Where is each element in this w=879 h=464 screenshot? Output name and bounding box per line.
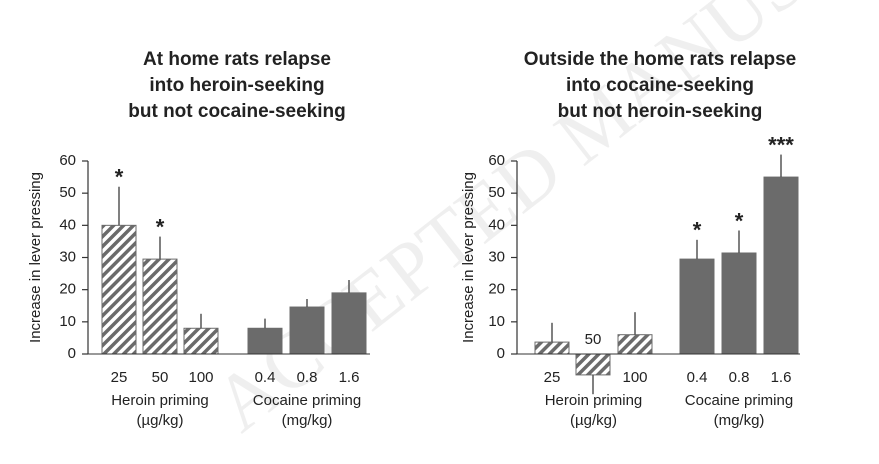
x-tick-label: 1.6: [771, 369, 792, 386]
bar: [679, 258, 715, 355]
y-tick-label: 20: [488, 281, 505, 298]
y-tick-label: 0: [497, 345, 505, 362]
significance-label: *: [735, 208, 744, 233]
significance-label: *: [115, 165, 124, 190]
bar: [331, 292, 367, 355]
y-tick-label: 30: [488, 248, 505, 265]
group-label: (mg/kg): [714, 412, 765, 429]
bar: [101, 224, 137, 355]
bar: [534, 341, 570, 355]
x-tick-label: 100: [188, 369, 213, 386]
significance-label: *: [693, 218, 702, 243]
y-tick-label: 60: [488, 152, 505, 169]
x-tick-label: 1.6: [339, 369, 360, 386]
x-tick-label: 25: [544, 369, 561, 386]
y-tick-label: 0: [68, 345, 76, 362]
chart-title: but not heroin-seeking: [558, 101, 763, 122]
x-tick-label: 0.8: [729, 369, 750, 386]
chart-title: into cocaine-seeking: [566, 75, 754, 96]
group-label: (mg/kg): [282, 412, 333, 429]
y-axis-label: Increase in lever pressing: [460, 172, 477, 343]
group-label: Cocaine priming: [253, 392, 361, 409]
y-tick-label: 50: [488, 184, 505, 201]
bar: [247, 327, 283, 355]
group-label: (µg/kg): [137, 412, 184, 429]
y-tick-label: 10: [488, 313, 505, 330]
bar: [763, 176, 799, 355]
chart-title: into heroin-seeking: [149, 75, 324, 96]
group-label: Heroin priming: [111, 392, 209, 409]
group-label: Cocaine priming: [685, 392, 793, 409]
y-tick-label: 50: [59, 184, 76, 201]
y-tick-label: 20: [59, 281, 76, 298]
bar: [575, 353, 611, 376]
bar: [183, 327, 219, 355]
x-tick-label: 25: [111, 369, 128, 386]
x-tick-label: 50: [585, 331, 602, 348]
y-axis-label: Increase in lever pressing: [27, 172, 44, 343]
x-tick-label: 100: [622, 369, 647, 386]
y-tick-label: 60: [59, 152, 76, 169]
x-tick-label: 50: [152, 369, 169, 386]
bar: [142, 258, 178, 355]
bar: [721, 252, 757, 355]
bar: [617, 334, 653, 355]
y-tick-label: 10: [59, 313, 76, 330]
y-tick-label: 30: [59, 248, 76, 265]
x-tick-label: 0.4: [255, 369, 276, 386]
bar: [289, 306, 325, 355]
chart-title: but not cocaine-seeking: [128, 101, 345, 122]
y-tick-label: 40: [488, 216, 505, 233]
y-tick-label: 40: [59, 216, 76, 233]
group-label: Heroin priming: [545, 392, 643, 409]
chart-title: At home rats relapse: [143, 49, 331, 70]
x-tick-label: 0.4: [687, 369, 708, 386]
significance-label: *: [156, 214, 165, 239]
significance-label: ***: [768, 132, 794, 157]
x-tick-label: 0.8: [297, 369, 318, 386]
chart-title: Outside the home rats relapse: [524, 49, 796, 70]
group-label: (µg/kg): [570, 412, 617, 429]
